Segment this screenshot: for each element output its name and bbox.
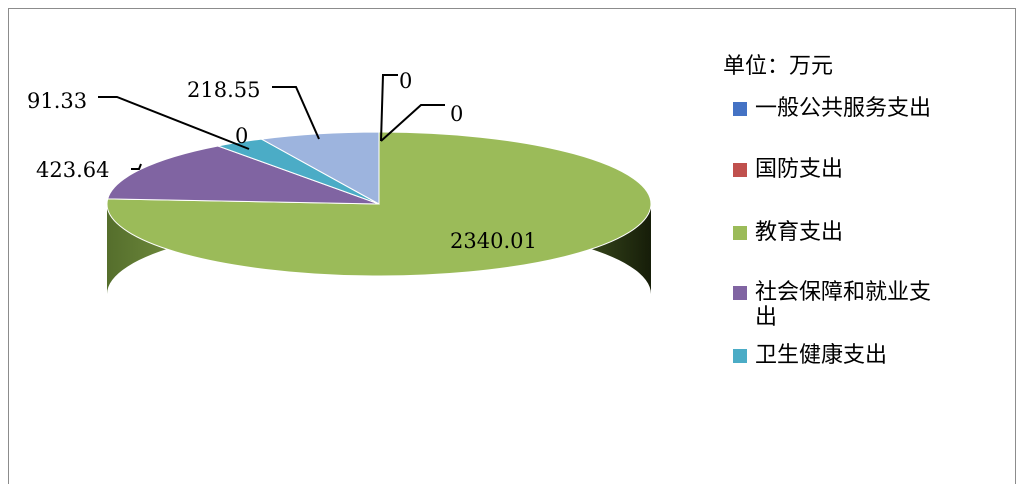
legend-label-health: 卫生健康支出 [755,343,887,368]
leader-line-general [380,74,398,142]
legend-swatch-social-security [733,286,747,300]
data-label-education: 2340.01 [450,229,537,253]
leader-line-defense [380,104,445,142]
data-label-other: 218.55 [187,78,260,102]
data-labels: 0 0 2340.01 423.64 91.33 218.55 0 [27,69,537,253]
pie-slice-other [259,131,380,205]
leader-line-other [272,86,320,140]
legend-swatch-general [733,102,747,116]
data-label-defense: 0 [450,102,463,126]
legend-label-education: 教育支出 [755,220,843,245]
legend-label-defense: 国防支出 [755,157,843,182]
data-label-zero-extra: 0 [235,124,248,148]
leader-lines [98,74,445,170]
chart-frame: 0 0 2340.01 423.64 91.33 218.55 0 单位：万元 一般公共服务… [8,8,1016,484]
legend-swatch-health [733,349,747,363]
pie-slice-social-security [107,145,380,205]
pie-chart: 0 0 2340.01 423.64 91.33 218.55 0 单位：万元 一般公共服务… [27,54,931,368]
pie-top-layer [106,131,652,277]
legend-label-general: 一般公共服务支出 [755,96,931,121]
data-label-social-security: 423.64 [36,158,109,182]
data-label-health: 91.33 [27,89,87,113]
leader-line-social-security [131,163,142,170]
data-label-general: 0 [399,69,412,93]
legend-title: 单位：万元 [723,54,833,79]
legend-label-social-security: 社会保障和就业支出 [755,280,931,330]
legend-swatch-defense [733,163,747,177]
leader-line-health [98,96,250,150]
legend-swatch-education [733,226,747,240]
